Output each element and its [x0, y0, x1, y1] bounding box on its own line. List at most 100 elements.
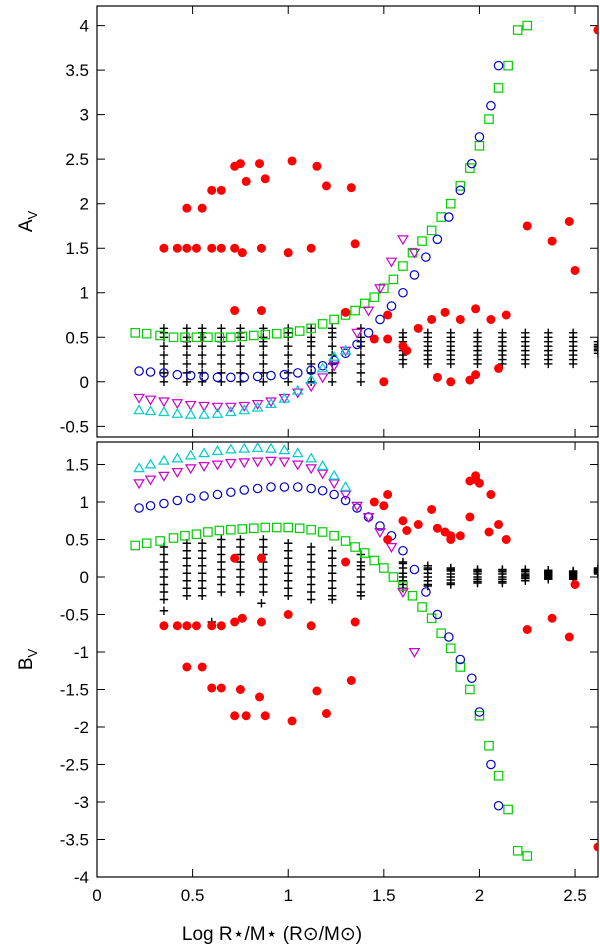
plus-point	[521, 328, 530, 338]
open-square-point	[493, 83, 504, 93]
open-circle-point	[134, 366, 144, 376]
plus-point	[446, 328, 455, 338]
y-tick-label: -3	[74, 793, 89, 812]
down-triangle-point	[225, 459, 237, 469]
filled-circle-point	[398, 516, 408, 526]
plus-point	[473, 328, 482, 338]
down-triangle-point	[198, 462, 210, 472]
plus-point	[236, 572, 245, 582]
plus-point	[259, 359, 268, 369]
plus-point	[498, 328, 507, 338]
y-tick-label: 0	[80, 373, 89, 392]
open-square-point	[522, 851, 533, 861]
plus-point	[446, 565, 455, 574]
up-triangle-point	[225, 443, 237, 454]
filled-circle-point	[182, 203, 192, 213]
plus-point	[284, 561, 293, 570]
filled-circle-point	[256, 617, 266, 627]
y-tick-label: -0.5	[60, 606, 89, 625]
open-square-point	[512, 845, 523, 856]
open-circle-point	[199, 491, 209, 501]
plus-point	[284, 576, 293, 585]
open-square-point	[141, 538, 152, 549]
plus-point	[284, 377, 293, 386]
filled-circle-point	[207, 621, 217, 631]
open-square-point	[359, 298, 370, 309]
filled-circle-point	[570, 580, 580, 589]
plot-frame	[96, 441, 599, 878]
open-square-point	[436, 628, 446, 639]
plus-point	[306, 550, 316, 559]
down-triangle-point	[408, 248, 421, 259]
plus-point	[257, 599, 266, 608]
plus-point	[236, 350, 245, 360]
open-square-point	[329, 314, 339, 325]
plus-point	[197, 554, 207, 563]
series-down-triangle	[133, 235, 421, 413]
filled-circle-point	[235, 685, 245, 694]
y-tick-label: 3.5	[65, 61, 89, 80]
plus-point	[159, 377, 169, 386]
plus-point	[473, 566, 482, 576]
up-triangle-point	[133, 404, 145, 415]
plus-point	[593, 566, 598, 576]
plus-point	[259, 587, 268, 597]
panel-bottom-bv: 0 0.5 1 1.5 2 2.5 -4 -3.5 -3 -2.5 -2 -1.5 -1 -0.5 0 0.5…	[16, 441, 599, 905]
plus-point	[197, 546, 207, 555]
filled-circle-point	[494, 520, 504, 529]
open-circle-point	[421, 587, 431, 597]
up-triangle-point	[144, 458, 157, 469]
plus-point	[423, 563, 433, 573]
open-circle-point	[398, 545, 408, 556]
plus-point	[217, 359, 226, 369]
open-square-point	[455, 181, 466, 191]
plus-point	[197, 350, 207, 360]
filled-circle-point	[207, 243, 217, 253]
open-circle-point	[239, 372, 250, 383]
filled-circle-point	[432, 372, 442, 382]
open-square-point	[465, 684, 475, 695]
plus-point	[356, 591, 366, 600]
down-triangle-point	[158, 471, 170, 482]
up-triangle-point	[328, 350, 340, 361]
x-tick-label: 2	[475, 886, 484, 905]
up-triangle-point	[278, 444, 291, 455]
plus-point	[306, 542, 316, 552]
plus-point	[284, 569, 293, 578]
filled-circle-point	[501, 310, 511, 320]
series-filled-circle	[159, 25, 598, 387]
plus-point	[217, 557, 226, 567]
up-triangle-point	[171, 452, 184, 463]
plus-point	[284, 341, 293, 351]
open-square-point	[436, 212, 446, 222]
up-triangle-point	[171, 407, 184, 418]
open-square-point	[369, 292, 380, 302]
plus-point	[197, 591, 207, 600]
plus-point	[236, 557, 245, 567]
plus-point	[328, 576, 337, 585]
open-square-point	[306, 323, 316, 334]
open-square-point	[226, 524, 236, 535]
y-tick-label: -1	[74, 643, 89, 662]
up-triangle-point	[291, 447, 304, 458]
plus-point	[498, 566, 507, 576]
down-triangle-point	[305, 464, 318, 475]
filled-circle-point	[216, 185, 226, 195]
down-triangle-point	[408, 648, 421, 658]
plus-point	[446, 580, 455, 589]
down-triangle-point	[385, 543, 398, 553]
plus-point	[159, 359, 169, 369]
plus-point	[398, 328, 408, 338]
filled-circle-point	[346, 183, 356, 193]
plus-point	[197, 539, 207, 548]
plus-point	[593, 341, 598, 351]
open-square-point	[426, 225, 437, 236]
open-circle-point	[444, 212, 454, 222]
plus-point	[217, 565, 226, 574]
filled-circle-point	[547, 613, 557, 623]
down-triangle-point	[291, 388, 304, 399]
up-triangle-point	[184, 408, 197, 419]
plus-point	[328, 377, 337, 386]
filled-circle-point	[455, 314, 465, 324]
open-circle-point	[212, 489, 223, 500]
